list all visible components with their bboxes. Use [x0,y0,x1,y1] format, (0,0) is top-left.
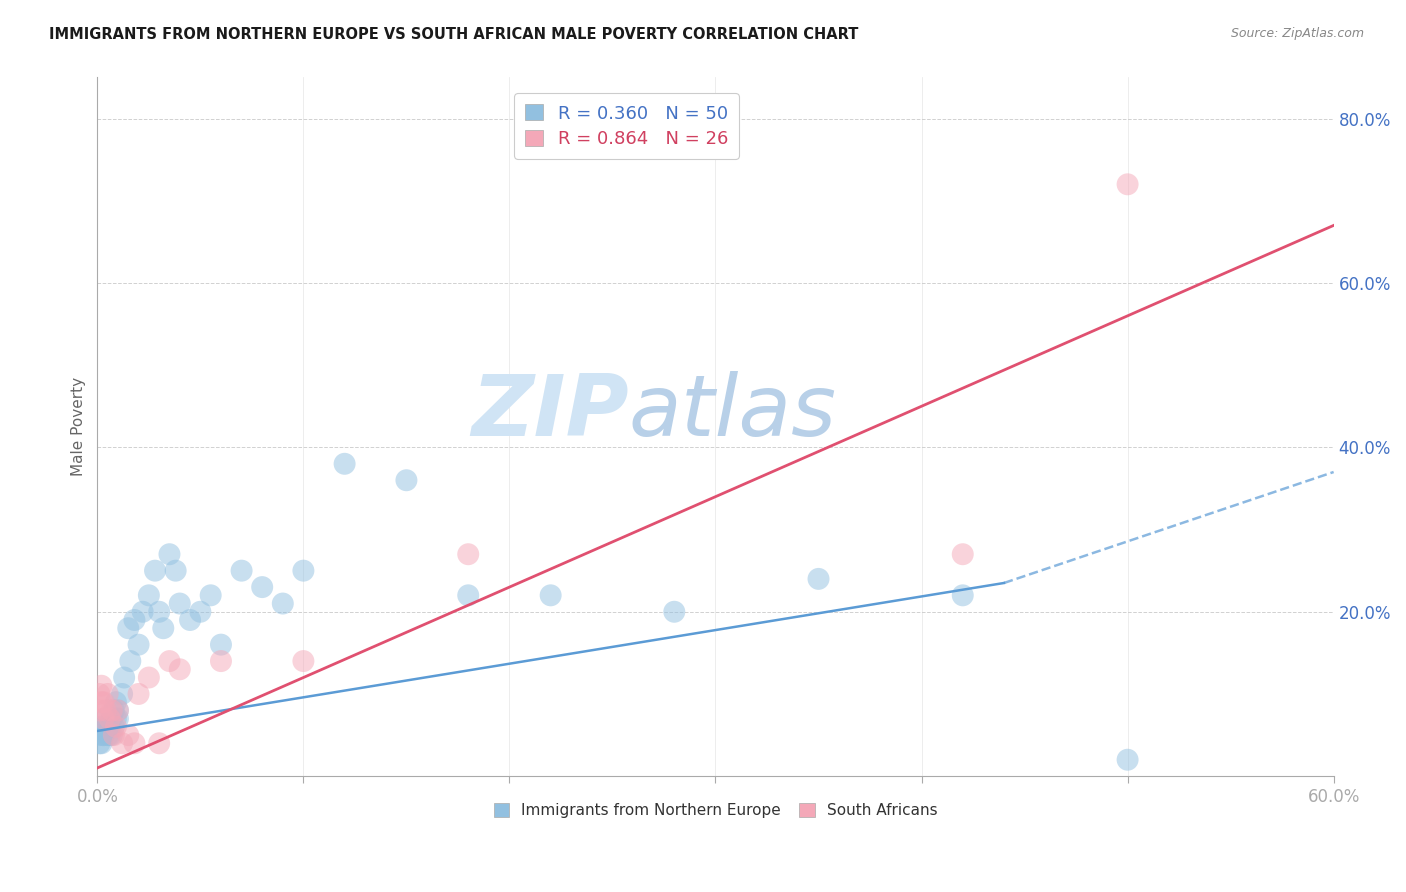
Point [169,662,191,676]
Point [103,703,125,717]
Point [104,695,127,709]
Point [93,712,115,726]
Point [333,457,356,471]
Point [952,588,974,602]
Point [209,654,232,668]
Point [124,736,146,750]
Point [100,712,122,726]
Point [209,638,232,652]
Point [89,687,111,701]
Point [93,695,115,709]
Point [664,605,686,619]
Point [179,613,201,627]
Point [107,712,129,726]
Point [143,564,166,578]
Point [120,654,142,668]
Text: IMMIGRANTS FROM NORTHERN EUROPE VS SOUTH AFRICAN MALE POVERTY CORRELATION CHART: IMMIGRANTS FROM NORTHERN EUROPE VS SOUTH… [49,27,859,42]
Point [131,605,153,619]
Point [107,703,129,717]
Point [111,687,134,701]
Point [93,728,115,742]
Point [169,597,191,611]
Text: ZIP: ZIP [471,371,628,454]
Text: Source: ZipAtlas.com: Source: ZipAtlas.com [1230,27,1364,40]
Point [1116,753,1139,767]
Point [98,728,121,742]
Point [128,687,150,701]
Point [457,588,479,602]
Point [165,564,187,578]
Point [148,736,170,750]
Point [94,720,117,734]
Point [292,564,315,578]
Point [292,654,315,668]
Point [90,736,112,750]
Point [107,703,129,717]
Point [117,621,139,635]
Point [89,703,111,717]
Point [807,572,830,586]
Point [159,547,181,561]
Point [100,728,122,742]
Point [100,703,122,717]
Point [952,547,974,561]
Point [104,720,127,734]
Point [200,588,222,602]
Point [104,712,127,726]
Point [98,720,121,734]
Point [94,703,117,717]
Point [111,736,134,750]
Point [97,720,120,734]
Point [97,687,120,701]
Point [152,621,174,635]
Point [97,728,120,742]
Point [90,679,112,693]
Y-axis label: Male Poverty: Male Poverty [72,377,86,476]
Point [231,564,253,578]
Point [1116,178,1139,192]
Point [138,588,160,602]
Point [457,547,479,561]
Legend: Immigrants from Northern Europe, South Africans: Immigrants from Northern Europe, South A… [488,797,943,824]
Point [103,728,125,742]
Point [103,720,125,734]
Point [159,654,181,668]
Point [138,671,160,685]
Point [190,605,212,619]
Point [89,728,111,742]
Point [128,638,150,652]
Point [90,720,112,734]
Point [117,728,139,742]
Text: atlas: atlas [628,371,837,454]
Point [271,597,294,611]
Point [395,473,418,487]
Point [148,605,170,619]
Point [93,728,115,742]
Point [540,588,562,602]
Point [250,580,273,594]
Point [112,671,135,685]
Point [90,695,112,709]
Point [94,712,117,726]
Point [124,613,146,627]
Point [98,712,121,726]
Point [89,736,111,750]
